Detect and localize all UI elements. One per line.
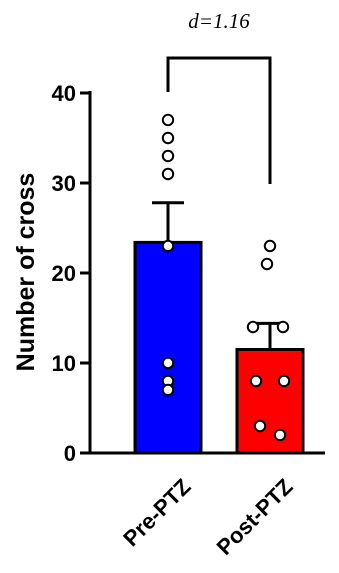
y-axis: 0 10 20 30 40: [52, 81, 325, 466]
x-tick-label: Pre-PTZ: [118, 474, 195, 551]
y-tick-label: 40: [52, 81, 76, 106]
x-tick-label: Post-PTZ: [212, 474, 298, 560]
data-points-layer: [161, 113, 291, 442]
data-point: [260, 257, 274, 271]
bars-layer: [133, 240, 305, 455]
y-tick-label: 0: [64, 441, 76, 466]
data-point: [161, 131, 175, 145]
y-tick-label: 30: [52, 171, 76, 196]
bar-pre-ptz: [133, 240, 203, 455]
data-point: [276, 320, 290, 334]
data-point: [161, 383, 175, 397]
data-point: [161, 167, 175, 181]
y-tick-label: 10: [52, 351, 76, 376]
data-point: [161, 239, 175, 253]
effect-size-label: d=1.16: [188, 9, 250, 33]
x-axis-labels: Pre-PTZ Post-PTZ: [118, 474, 297, 560]
data-point: [161, 113, 175, 127]
significance-annotation: d=1.16: [166, 9, 272, 184]
data-point: [277, 374, 291, 388]
bar-post-ptz: [235, 348, 305, 455]
data-point: [161, 356, 175, 370]
data-point: [273, 428, 287, 442]
comparison-bracket: [166, 56, 272, 184]
data-point: [249, 374, 263, 388]
data-point: [263, 239, 277, 253]
data-point: [246, 320, 260, 334]
data-point: [253, 419, 267, 433]
data-point: [161, 149, 175, 163]
y-axis-title: Number of cross: [12, 173, 40, 372]
y-tick-label: 20: [52, 261, 76, 286]
